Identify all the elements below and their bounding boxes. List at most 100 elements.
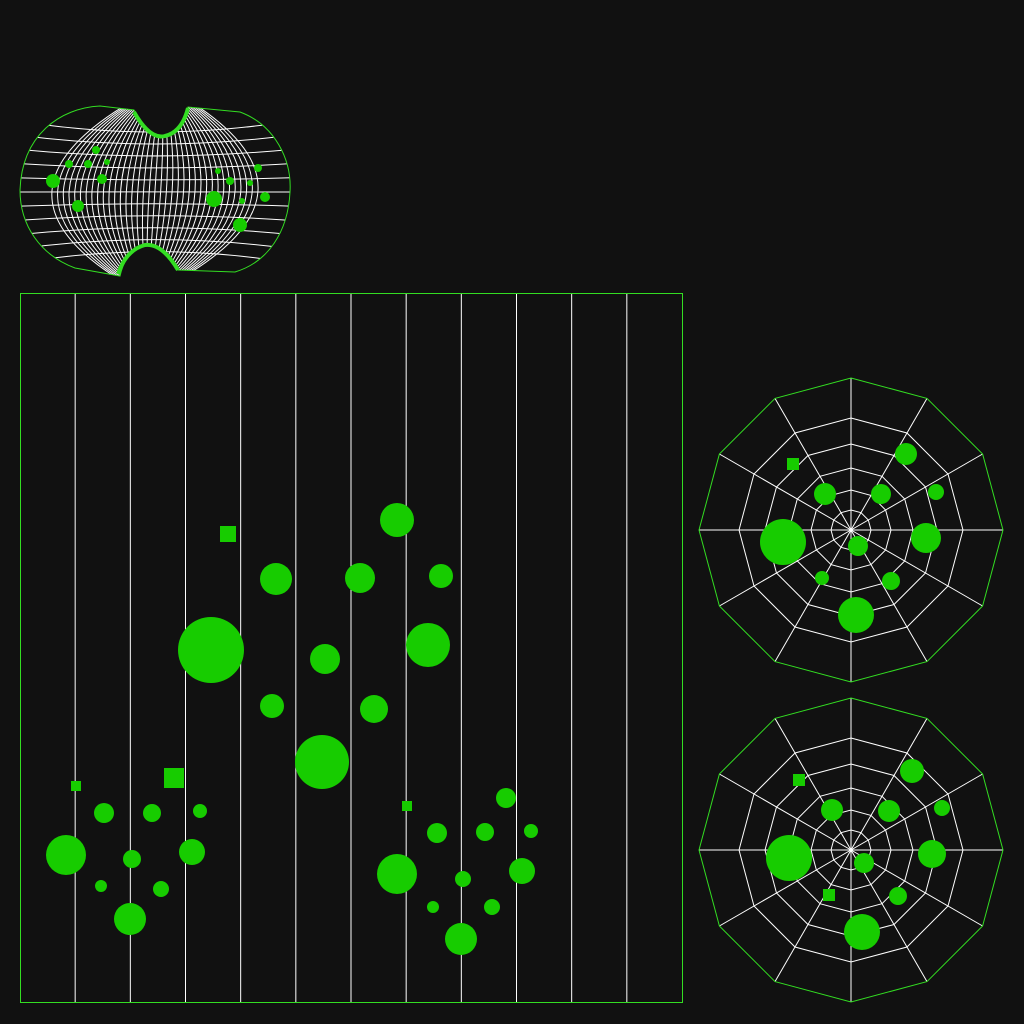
spot bbox=[220, 526, 236, 542]
meridian bbox=[102, 106, 148, 276]
spot bbox=[153, 881, 169, 897]
parallel bbox=[20, 239, 291, 251]
spoke bbox=[850, 773, 983, 851]
spot bbox=[239, 198, 245, 204]
spot bbox=[345, 563, 375, 593]
projection-rect bbox=[20, 293, 683, 1003]
spot bbox=[380, 503, 414, 537]
spot bbox=[895, 443, 917, 465]
spot bbox=[934, 800, 950, 816]
spot bbox=[260, 563, 292, 595]
spot bbox=[766, 835, 812, 881]
spot bbox=[793, 774, 805, 786]
spot bbox=[815, 571, 829, 585]
spot bbox=[178, 617, 244, 683]
spot bbox=[844, 914, 880, 950]
spot bbox=[123, 850, 141, 868]
parallel bbox=[20, 162, 291, 169]
spot bbox=[911, 523, 941, 553]
spoke bbox=[719, 453, 852, 531]
polar-outline bbox=[698, 377, 1004, 683]
parallel bbox=[20, 227, 291, 236]
spot bbox=[882, 572, 900, 590]
meridian bbox=[177, 106, 259, 276]
spoke bbox=[850, 718, 928, 851]
meridian bbox=[176, 106, 253, 276]
spoke bbox=[774, 849, 852, 982]
spot bbox=[484, 899, 500, 915]
spot bbox=[72, 200, 84, 212]
spot bbox=[848, 536, 868, 556]
spot bbox=[429, 564, 453, 588]
spot bbox=[889, 887, 907, 905]
spot bbox=[509, 858, 535, 884]
spot bbox=[46, 835, 86, 875]
spot bbox=[164, 768, 184, 788]
spot bbox=[787, 458, 799, 470]
spoke bbox=[719, 529, 852, 607]
spot bbox=[524, 824, 538, 838]
pole-bottom bbox=[116, 242, 180, 275]
meridian bbox=[62, 106, 138, 276]
spot bbox=[193, 804, 207, 818]
spot bbox=[215, 168, 221, 174]
meridian bbox=[172, 106, 242, 276]
meridian bbox=[91, 106, 145, 276]
spot bbox=[760, 519, 806, 565]
spot bbox=[823, 889, 835, 901]
spot bbox=[92, 146, 100, 154]
spoke bbox=[850, 398, 928, 531]
meridian bbox=[168, 106, 225, 276]
spot bbox=[114, 903, 146, 935]
spot bbox=[310, 644, 340, 674]
spot bbox=[295, 735, 349, 789]
spot bbox=[360, 695, 388, 723]
spot bbox=[928, 484, 944, 500]
parallel bbox=[20, 203, 291, 207]
meridian bbox=[97, 106, 147, 276]
spot bbox=[496, 788, 516, 808]
meridian bbox=[161, 106, 202, 276]
polar-north bbox=[698, 377, 1004, 683]
polar-south bbox=[698, 697, 1004, 1003]
meridian bbox=[166, 106, 219, 276]
spot bbox=[900, 759, 924, 783]
spot bbox=[260, 694, 284, 718]
spoke bbox=[774, 398, 852, 531]
spot bbox=[838, 597, 874, 633]
meridian bbox=[85, 106, 144, 276]
meridian bbox=[57, 106, 136, 276]
spot bbox=[455, 871, 471, 887]
spot bbox=[377, 854, 417, 894]
spot bbox=[84, 160, 92, 168]
parallel bbox=[20, 215, 291, 222]
spot bbox=[226, 177, 234, 185]
spot bbox=[854, 853, 874, 873]
spot bbox=[476, 823, 494, 841]
spoke bbox=[850, 529, 983, 607]
meridian bbox=[164, 106, 213, 276]
spot bbox=[94, 803, 114, 823]
parallel bbox=[20, 133, 291, 145]
spot bbox=[179, 839, 205, 865]
rect-outline bbox=[20, 293, 683, 1003]
spot bbox=[95, 880, 107, 892]
meridian bbox=[174, 106, 248, 276]
spot bbox=[254, 164, 262, 172]
spot bbox=[143, 804, 161, 822]
spot bbox=[71, 781, 81, 791]
spot bbox=[206, 191, 222, 207]
spot bbox=[427, 901, 439, 913]
meridian bbox=[169, 106, 230, 276]
polar-outline bbox=[698, 697, 1004, 1003]
spot bbox=[445, 923, 477, 955]
spot bbox=[46, 174, 60, 188]
meridian bbox=[74, 106, 141, 276]
meridian bbox=[68, 106, 139, 276]
spoke bbox=[774, 529, 852, 662]
spot bbox=[821, 799, 843, 821]
spot bbox=[918, 840, 946, 868]
spot bbox=[247, 180, 253, 186]
parallel bbox=[20, 148, 291, 157]
